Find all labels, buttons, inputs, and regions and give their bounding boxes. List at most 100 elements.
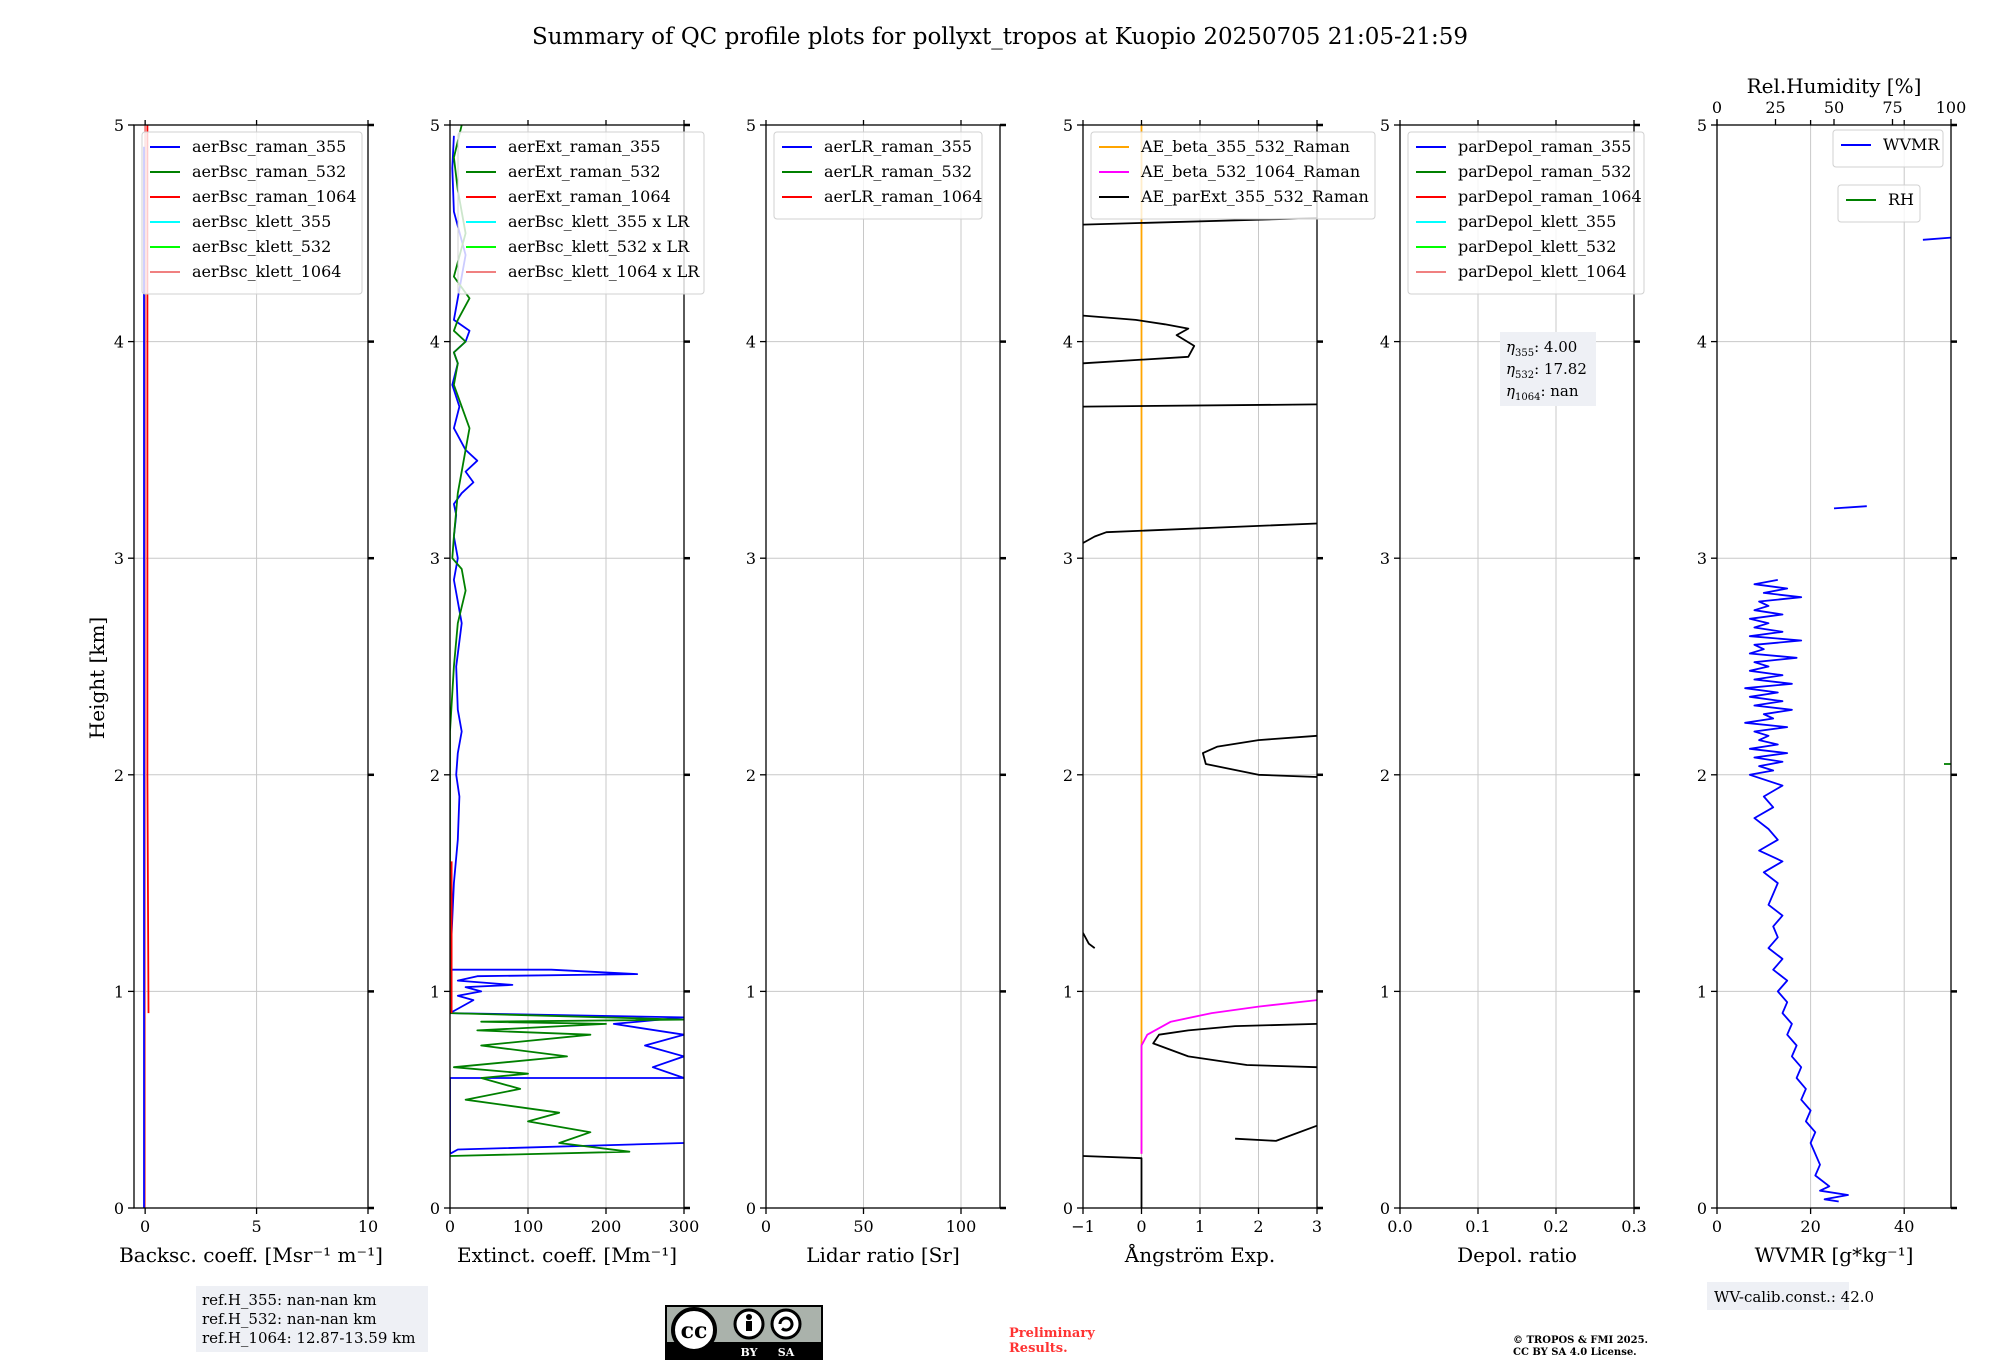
x-tick-label: 5 bbox=[251, 1217, 261, 1236]
legend-label: aerExt_raman_1064 bbox=[508, 187, 671, 206]
series-group bbox=[1744, 236, 1951, 1203]
x-tick-label: 0 bbox=[140, 1217, 150, 1236]
legend-label: aerBsc_raman_1064 bbox=[192, 187, 357, 206]
series-line-3 bbox=[1235, 1124, 1317, 1142]
preliminary-note-2: Results. bbox=[1009, 1341, 1068, 1356]
y-tick-label: 0 bbox=[114, 1199, 124, 1218]
legend-frame bbox=[773, 131, 983, 220]
legend-label: aerBsc_raman_355 bbox=[192, 137, 346, 156]
cc-logo-icon bbox=[671, 1307, 717, 1353]
figure-title: Summary of QC profile plots for pollyxt_… bbox=[532, 24, 1468, 50]
y-tick-label: 0 bbox=[746, 1199, 756, 1218]
legend-frame bbox=[1832, 129, 1944, 168]
preliminary-note: Preliminary bbox=[1009, 1326, 1095, 1341]
x-tick-label: 2 bbox=[1253, 1217, 1263, 1236]
eta-value-355: η355: 4.00 bbox=[1506, 338, 1577, 359]
series-line-1 bbox=[1833, 505, 1867, 510]
license-note: CC BY SA 4.0 License. bbox=[1513, 1347, 1637, 1358]
y-tick-label: 1 bbox=[746, 982, 756, 1001]
panel-lr: 0 50 100 0 1 2 3 4 5 Lidar ratio [Sr] aerLR_raman_… bbox=[746, 116, 1006, 1267]
x-tick-label: 300 bbox=[669, 1217, 700, 1236]
y-tick-label: 4 bbox=[114, 333, 124, 352]
y-tick-label: 2 bbox=[746, 766, 756, 785]
panel-wv: 0 20 40 0 1 2 3 4 5 WVMR [g*kg⁻¹] 0 25 50 75 100 Rel.Hu… bbox=[1697, 74, 1966, 1267]
x-tick-label: 100 bbox=[946, 1217, 977, 1236]
axes-frame bbox=[765, 124, 1001, 1209]
y-tick-label: 5 bbox=[114, 116, 124, 135]
legend: aerExt_raman_355 aerExt_raman_532 aerExt_r… bbox=[457, 131, 705, 295]
series-line-2 bbox=[1922, 236, 1951, 241]
series-line-0 bbox=[1744, 579, 1849, 1203]
legend-label: aerBsc_klett_532 bbox=[192, 237, 331, 256]
y-tick-label: 1 bbox=[1697, 982, 1707, 1001]
share-alike-icon bbox=[770, 1308, 802, 1340]
y-tick-label: 1 bbox=[1380, 982, 1390, 1001]
legend-label: parDepol_raman_355 bbox=[1458, 137, 1631, 156]
y-tick-label: 3 bbox=[1063, 549, 1073, 568]
x-tick-label: 3 bbox=[1312, 1217, 1322, 1236]
series-line-1 bbox=[450, 125, 684, 1157]
legend: parDepol_raman_355 parDepol_raman_532 parD… bbox=[1407, 131, 1645, 295]
legend: aerBsc_raman_355 aerBsc_raman_532 aerBsc_r… bbox=[141, 131, 363, 295]
legend-label: WVMR bbox=[1883, 135, 1940, 154]
x-tick-label: 50 bbox=[853, 1217, 873, 1236]
x-tick-label: 20 bbox=[1800, 1217, 1820, 1236]
legend-label: AE_beta_532_1064_Raman bbox=[1140, 162, 1360, 181]
y-tick-label: 4 bbox=[746, 333, 756, 352]
legend-label: aerBsc_klett_1064 x LR bbox=[508, 262, 700, 281]
series-line-1 bbox=[1140, 999, 1317, 1154]
legend-label: parDepol_klett_1064 bbox=[1458, 262, 1627, 281]
refheight-355: ref.H_355: nan-nan km bbox=[202, 1291, 377, 1309]
top-x-tick-label: 50 bbox=[1824, 98, 1844, 117]
legend: aerLR_raman_355 aerLR_raman_532 aerLR_rama… bbox=[773, 131, 983, 220]
panel-ext: 0 100 200 300 0 1 2 3 4 5 Extinct. coeff. [Mm⁻¹] ae… bbox=[430, 116, 705, 1267]
legend-label: aerBsc_klett_532 x LR bbox=[508, 237, 690, 256]
x-axis-label: WVMR [g*kg⁻¹] bbox=[1755, 1243, 1914, 1267]
x-tick-label: 0 bbox=[761, 1217, 771, 1236]
annotation-box bbox=[1500, 332, 1596, 406]
x-tick-label: 100 bbox=[513, 1217, 544, 1236]
y-tick-label: 5 bbox=[1380, 116, 1390, 135]
y-tick-label: 3 bbox=[1697, 549, 1707, 568]
series-line-2 bbox=[1083, 1155, 1143, 1208]
series-line-9 bbox=[1083, 314, 1196, 365]
y-tick-label: 5 bbox=[1063, 116, 1073, 135]
y-tick-label: 3 bbox=[1380, 549, 1390, 568]
legend-label: aerExt_raman_532 bbox=[508, 162, 661, 181]
series-line-8 bbox=[1083, 403, 1317, 408]
y-tick-label: 2 bbox=[114, 766, 124, 785]
legend-label: parDepol_raman_532 bbox=[1458, 162, 1631, 181]
wv-calib-const: WV-calib.const.: 42.0 bbox=[1714, 1288, 1874, 1306]
legend-label: aerBsc_raman_532 bbox=[192, 162, 346, 181]
y-tick-label: 1 bbox=[1063, 982, 1073, 1001]
legend-label: aerExt_raman_355 bbox=[508, 137, 661, 156]
svg-text:cc: cc bbox=[681, 1318, 708, 1344]
series-line-6 bbox=[1202, 734, 1317, 778]
legend-frame bbox=[141, 131, 363, 295]
y-tick-label: 3 bbox=[114, 549, 124, 568]
y-axis-label: Height [km] bbox=[85, 617, 109, 739]
x-axis-label: Lidar ratio [Sr] bbox=[806, 1243, 960, 1267]
y-tick-label: 1 bbox=[430, 982, 440, 1001]
y-tick-label: 2 bbox=[1380, 766, 1390, 785]
svg-text:SA: SA bbox=[778, 1346, 795, 1359]
legend-label: aerBsc_klett_1064 bbox=[192, 262, 341, 281]
top-x-tick-label: 75 bbox=[1882, 98, 1902, 117]
legend-rh: RH bbox=[1837, 184, 1921, 223]
axes-frame bbox=[449, 124, 685, 1209]
wv-calib-box: WV-calib.const.: 42.0 bbox=[1707, 1282, 1874, 1310]
svg-text:BY: BY bbox=[741, 1346, 758, 1359]
y-tick-label: 1 bbox=[114, 982, 124, 1001]
axes-frame bbox=[1399, 124, 1635, 1209]
y-tick-label: 4 bbox=[430, 333, 440, 352]
x-axis-label: Depol. ratio bbox=[1457, 1243, 1577, 1267]
panel-depol: 0.0 0.1 0.2 0.3 0 1 2 3 4 5 Depol. ratio parDepol_r… bbox=[1380, 116, 1647, 1267]
legend-label: aerLR_raman_532 bbox=[824, 162, 972, 181]
axes-frame bbox=[1716, 124, 1952, 1209]
legend: AE_beta_355_532_Raman AE_beta_532_1064_Ra… bbox=[1090, 131, 1376, 220]
axes-frame bbox=[133, 124, 369, 1209]
x-tick-label: 0 bbox=[1712, 1217, 1722, 1236]
